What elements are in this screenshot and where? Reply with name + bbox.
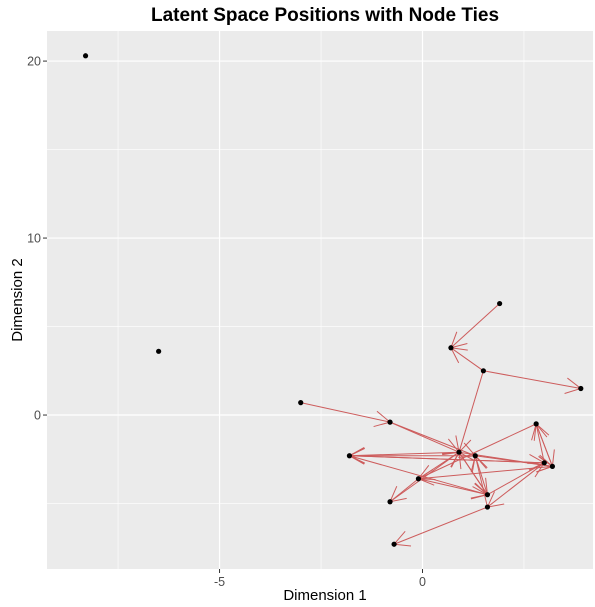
- data-point: [578, 385, 584, 392]
- y-tick-label: 10: [27, 232, 41, 246]
- edge-line: [535, 423, 545, 463]
- data-point: [497, 300, 503, 307]
- data-point: [448, 345, 454, 351]
- data-point: [387, 419, 393, 425]
- data-point: [484, 492, 491, 498]
- grid-major: [47, 31, 593, 569]
- data-point: [82, 53, 89, 59]
- y-tick-label: 0: [34, 409, 41, 423]
- data-point: [298, 400, 304, 406]
- edge-layer: [300, 303, 582, 547]
- data-point: [480, 368, 486, 374]
- edge-line: [450, 303, 500, 349]
- edge-line: [393, 506, 488, 545]
- edge-line: [450, 347, 484, 372]
- data-point: [391, 541, 397, 547]
- edge-line: [487, 462, 545, 508]
- data-point: [484, 504, 491, 510]
- edge-line: [300, 402, 391, 423]
- edge-line: [418, 478, 488, 496]
- data-point: [456, 449, 462, 455]
- data-point: [387, 499, 393, 505]
- edge-line: [474, 455, 488, 508]
- edge-line: [418, 423, 537, 480]
- edge-line: [349, 455, 545, 464]
- grid-minor: [47, 31, 593, 569]
- edge-line: [487, 462, 545, 496]
- plot-panel: [47, 31, 593, 569]
- data-point: [472, 453, 478, 459]
- x-axis-title: Dimension 1: [283, 587, 366, 604]
- x-tick-label: -5: [214, 575, 225, 589]
- edge-line: [458, 451, 488, 495]
- edge-line: [389, 451, 460, 503]
- edge-line: [349, 451, 460, 457]
- edge-line: [389, 421, 476, 457]
- x-axis: -5 0: [214, 569, 426, 589]
- data-point: [415, 476, 422, 482]
- data-point: [549, 463, 556, 469]
- y-tick-label: 20: [27, 55, 41, 69]
- edge-line: [483, 370, 581, 389]
- data-point: [156, 348, 162, 354]
- data-point: [346, 453, 353, 459]
- edge-line: [418, 465, 553, 480]
- edge-line: [389, 421, 460, 453]
- chart-title: Latent Space Positions with Node Ties: [151, 5, 499, 26]
- y-axis: 0 10 20: [27, 55, 47, 423]
- data-point: [541, 460, 547, 466]
- edge-line: [389, 478, 419, 503]
- edge-line: [458, 370, 484, 453]
- edge-line: [535, 423, 553, 467]
- data-point: [533, 421, 539, 427]
- point-layer: [82, 53, 584, 547]
- y-axis-title: Dimension 2: [9, 258, 26, 341]
- edge-line: [349, 455, 488, 496]
- edge-line: [474, 455, 488, 495]
- x-tick-label: 0: [419, 575, 426, 589]
